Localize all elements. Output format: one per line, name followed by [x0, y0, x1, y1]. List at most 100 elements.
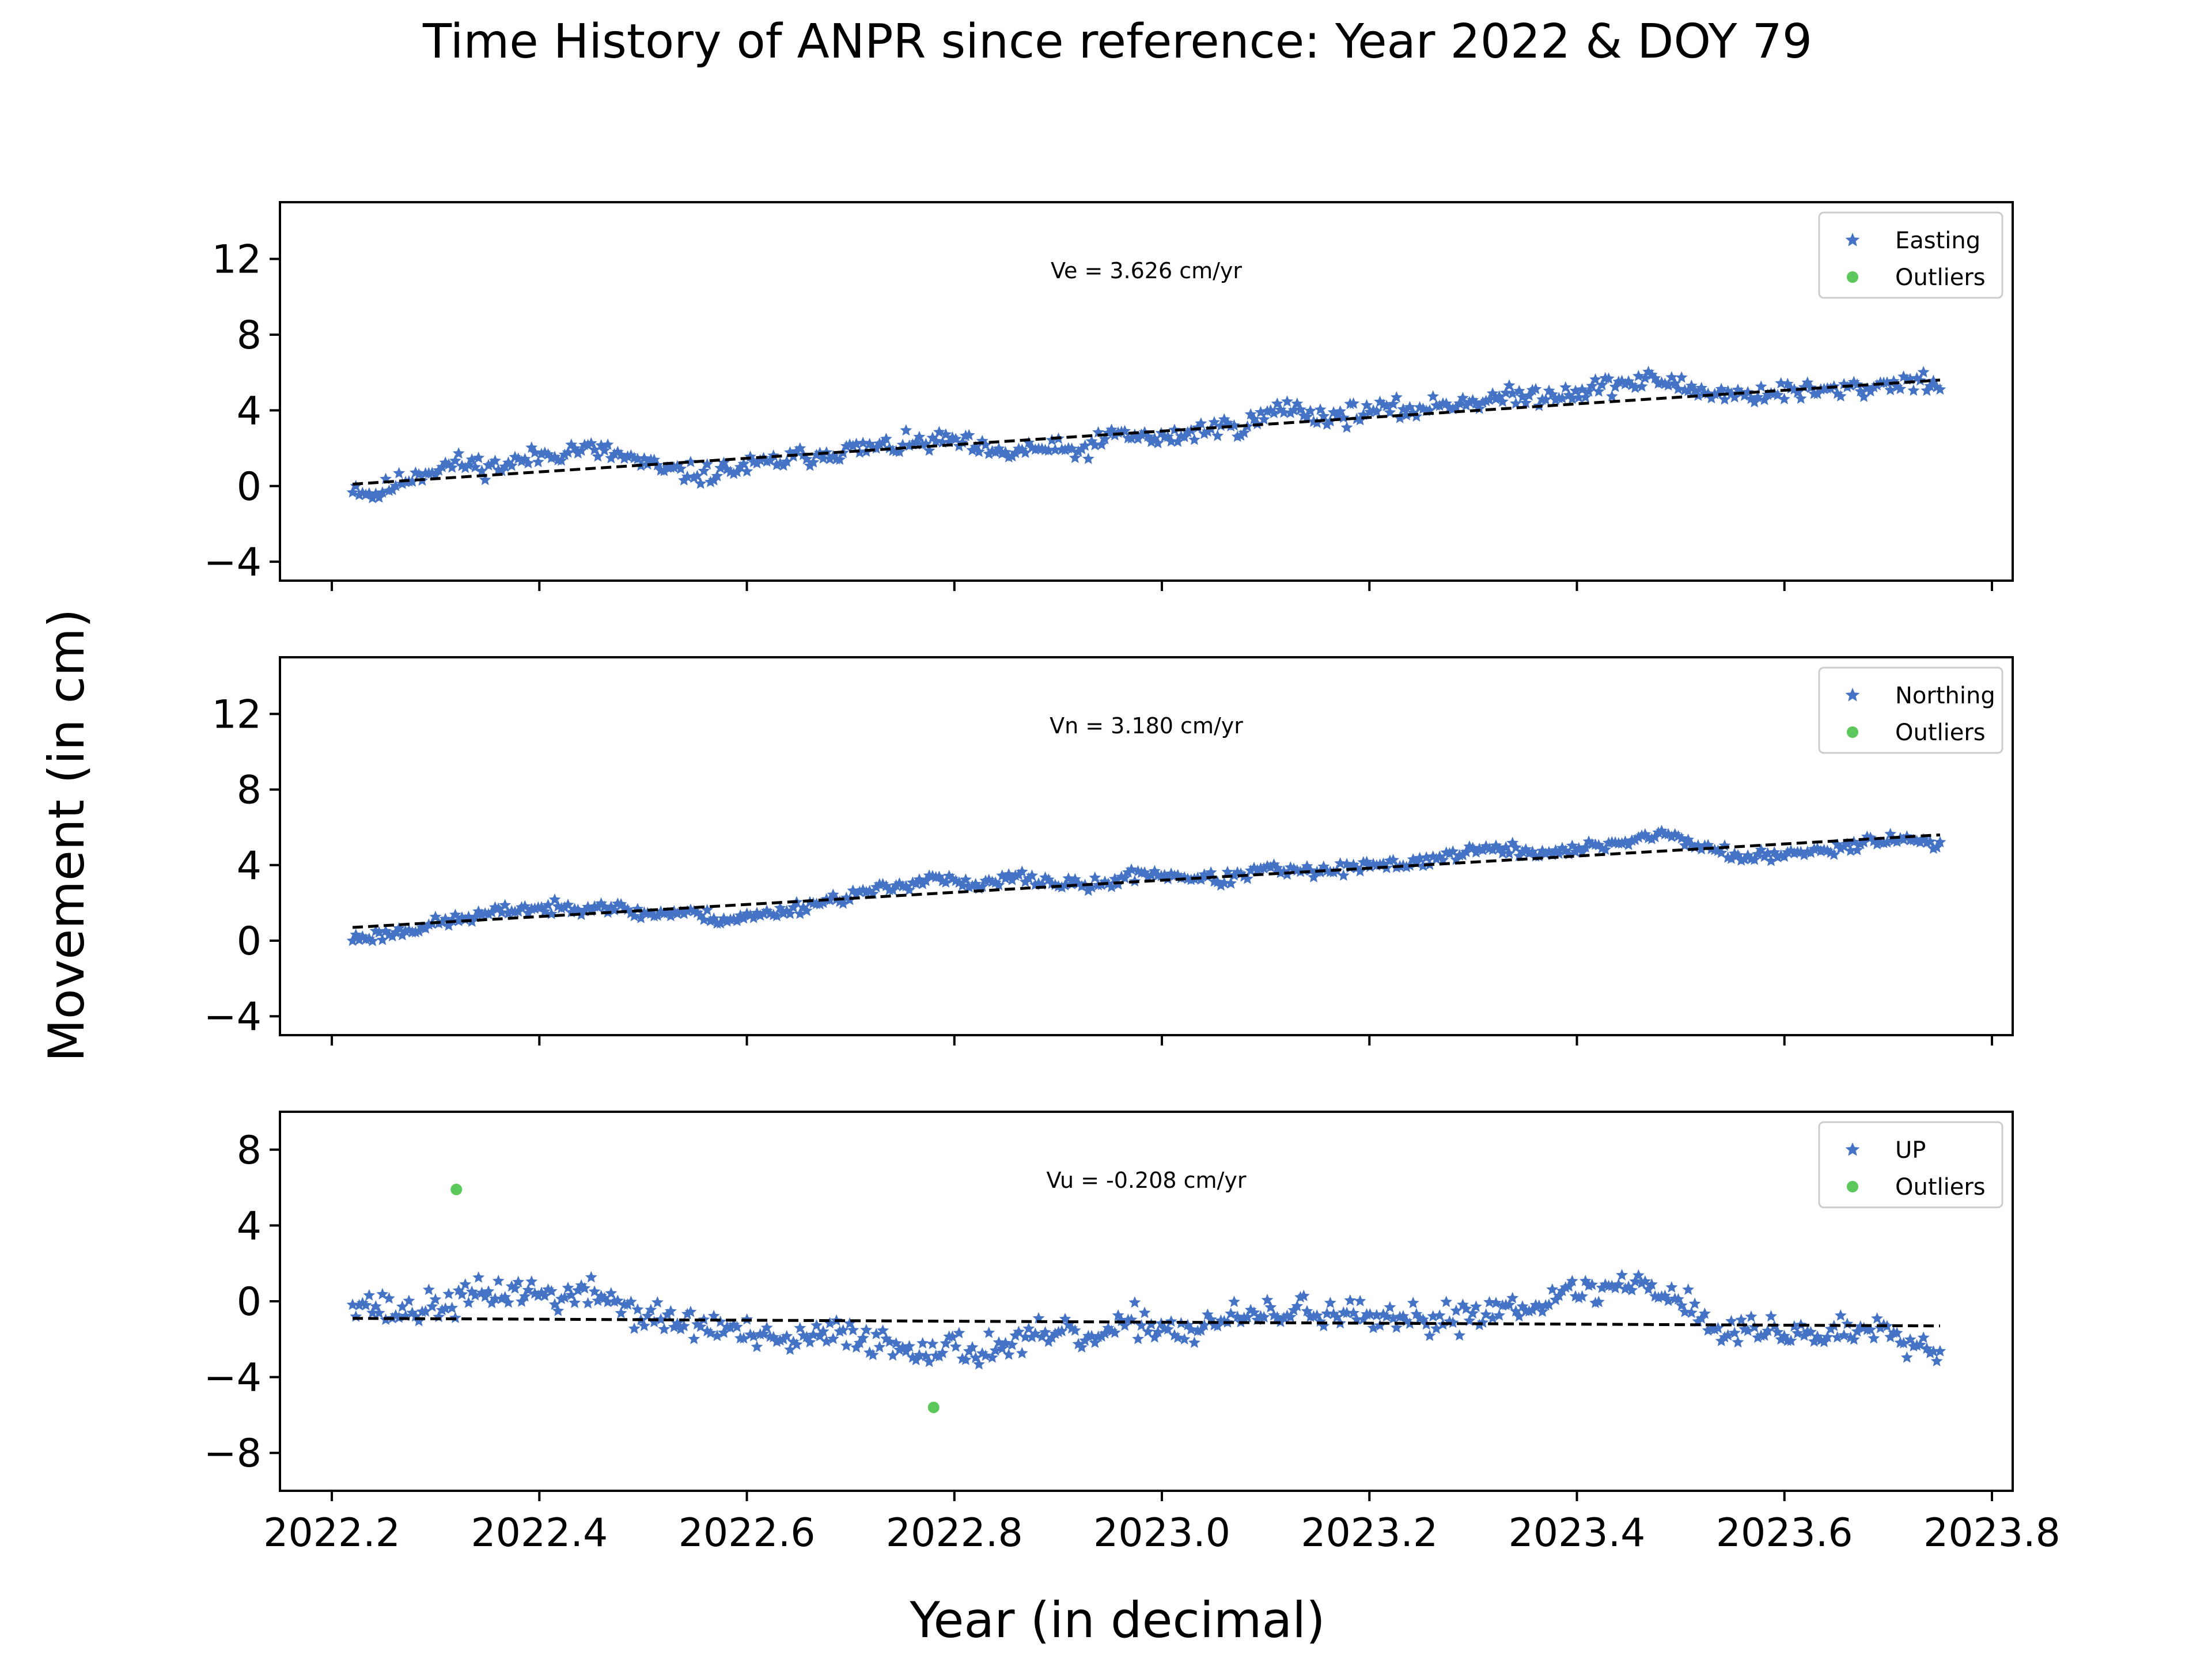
data-point: [718, 1326, 730, 1338]
data-point: [1805, 1325, 1817, 1338]
data-point: [1055, 1325, 1068, 1336]
plot-frame: [279, 201, 2014, 582]
data-point: [654, 905, 667, 917]
data-point: [963, 429, 975, 441]
data-point: [482, 1285, 495, 1297]
data-point: [1185, 1323, 1198, 1335]
data-point: [1138, 866, 1151, 878]
data-point: [1075, 1341, 1088, 1353]
data-point: [1592, 385, 1605, 397]
data-point: [810, 1319, 823, 1331]
data-point: [1858, 836, 1870, 848]
data-point: [532, 1289, 544, 1301]
data-point: [1745, 1310, 1758, 1322]
data-point: [1735, 854, 1748, 866]
data-point: [1470, 846, 1482, 858]
data-point: [1181, 426, 1194, 438]
data-point: [1775, 377, 1787, 389]
data-point: [436, 1304, 448, 1316]
data-point: [741, 465, 753, 477]
data-point: [393, 467, 406, 479]
data-point: [502, 1296, 514, 1308]
data-point: [386, 930, 399, 942]
data-point: [1566, 1275, 1578, 1286]
data-point: [1559, 1281, 1572, 1293]
data-point: [1026, 869, 1038, 881]
data-point: [350, 1310, 362, 1322]
data-point: [605, 900, 618, 912]
data-point: [403, 1294, 415, 1306]
data-point: [1897, 833, 1910, 845]
data-point: [463, 459, 475, 471]
data-point: [535, 901, 548, 913]
data-point: [893, 445, 906, 457]
data-point: [903, 1340, 916, 1352]
data-point: [860, 1324, 873, 1335]
legend-star-marker: [1845, 688, 1860, 702]
data-point: [1185, 873, 1198, 885]
data-point: [966, 444, 979, 456]
x-tick-label: 2023.6: [1716, 1510, 1853, 1556]
data-point: [1102, 877, 1115, 889]
data-point: [1748, 853, 1761, 865]
data-point: [1605, 390, 1618, 402]
data-point: [1596, 378, 1608, 391]
legend-outlier-marker: [1847, 271, 1858, 283]
data-point: [1089, 439, 1101, 450]
data-point: [1161, 1323, 1174, 1335]
data-point: [973, 1358, 985, 1370]
data-point: [1603, 372, 1615, 384]
data-point: [837, 1324, 849, 1336]
data-point: [1695, 843, 1708, 855]
data-point: [598, 900, 611, 912]
data-point: [1321, 418, 1333, 430]
data-point: [529, 902, 541, 914]
data-point: [1497, 395, 1509, 407]
data-point: [857, 1332, 869, 1343]
data-point: [433, 464, 445, 476]
data-point: [877, 1324, 889, 1336]
data-point: [548, 450, 561, 463]
data-point: [366, 934, 379, 946]
data-point: [512, 1275, 525, 1287]
x-tick-label: 2023.0: [1093, 1510, 1230, 1556]
data-point: [834, 1325, 846, 1337]
y-tick-label: −4: [204, 1355, 262, 1401]
data-point: [555, 454, 567, 466]
data-point: [1927, 1345, 1940, 1357]
data-point: [615, 1306, 627, 1319]
data-point: [993, 878, 1005, 891]
data-point: [1231, 430, 1244, 442]
data-point: [463, 1296, 475, 1308]
data-point: [382, 1292, 395, 1304]
data-point: [1510, 397, 1522, 409]
data-point: [1715, 1335, 1728, 1346]
legend-star-marker: [1845, 233, 1860, 247]
data-point: [353, 933, 366, 945]
data-point: [396, 478, 408, 489]
data-point: [1573, 391, 1585, 403]
legend-box: [1818, 666, 2003, 754]
figure-title: Time History of ANPR since reference: Ye…: [422, 14, 1812, 69]
legend-label-outliers: Outliers: [1895, 264, 1986, 291]
data-point: [1228, 1296, 1240, 1307]
data-point: [973, 445, 985, 457]
x-tick-label: 2022.8: [886, 1510, 1023, 1556]
data-point: [946, 1330, 959, 1342]
data-point: [724, 1321, 737, 1333]
data-point: [1002, 1348, 1015, 1360]
data-point: [1380, 399, 1393, 411]
data-point: [1497, 847, 1509, 859]
data-point: [1446, 1316, 1459, 1328]
data-point: [834, 453, 846, 465]
data-point: [1914, 836, 1926, 848]
data-point: [1626, 1284, 1638, 1296]
data-point: [694, 477, 707, 489]
data-point: [1728, 1327, 1741, 1338]
data-point: [790, 1338, 803, 1350]
data-point: [489, 1292, 501, 1304]
data-point: [1407, 1297, 1419, 1308]
data-point: [675, 1323, 687, 1335]
plot-frame: [279, 656, 2014, 1036]
